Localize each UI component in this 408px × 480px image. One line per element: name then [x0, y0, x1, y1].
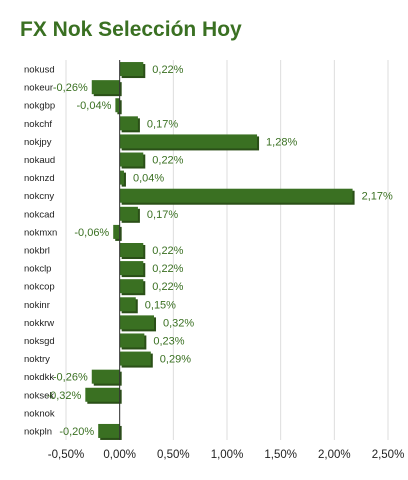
bar — [91, 369, 120, 384]
data-label: 0,17% — [147, 118, 178, 130]
data-label: -0,32% — [46, 390, 81, 402]
bar — [119, 116, 138, 131]
category-label: noknok — [24, 408, 55, 419]
data-label: 0,17% — [147, 209, 178, 221]
x-tick-label: 0,50% — [157, 449, 190, 461]
x-tick-label: 2,50% — [372, 449, 405, 461]
data-label: 0,15% — [145, 299, 176, 311]
bar — [91, 80, 120, 95]
category-label: nokclp — [24, 264, 51, 275]
data-label: 0,22% — [152, 263, 183, 275]
category-label: noksgd — [24, 336, 55, 347]
bar — [98, 423, 120, 438]
x-tick-label: -0,50% — [48, 449, 84, 461]
bar — [119, 261, 144, 276]
x-tick-label: 2,00% — [318, 449, 351, 461]
category-label: noksek — [24, 390, 54, 401]
data-label: -0,20% — [59, 426, 94, 438]
bar — [119, 152, 144, 167]
bar — [119, 333, 145, 348]
category-label: noktry — [24, 354, 50, 365]
category-label: nokusd — [24, 65, 55, 76]
category-label: nokkrw — [24, 318, 54, 329]
data-label: 0,29% — [160, 354, 191, 366]
data-label: -0,04% — [77, 100, 112, 112]
category-label: nokcad — [24, 209, 55, 220]
data-label: -0,26% — [53, 82, 88, 94]
x-tick-label: 1,50% — [264, 449, 297, 461]
category-label: nokmxn — [24, 227, 57, 238]
data-label: 0,22% — [152, 155, 183, 167]
bar — [119, 351, 151, 366]
data-label: -0,26% — [53, 372, 88, 384]
category-label: nokeur — [24, 83, 53, 94]
category-label: nokaud — [24, 155, 55, 166]
category-label: nokbrl — [24, 246, 50, 257]
data-label: 0,23% — [153, 335, 184, 347]
bar — [119, 134, 258, 149]
category-label: nokchf — [24, 119, 52, 130]
bar — [119, 170, 124, 185]
category-label: noknzd — [24, 173, 55, 184]
category-label: nokpln — [24, 426, 52, 437]
data-label: 0,32% — [163, 317, 194, 329]
category-label: nokcop — [24, 282, 55, 293]
category-label: nokinr — [24, 300, 50, 311]
bar — [119, 315, 155, 330]
bar — [119, 243, 144, 257]
category-label: nokdkk — [24, 372, 54, 383]
data-label: 0,22% — [152, 64, 183, 76]
data-label: 1,28% — [266, 136, 297, 148]
data-label: -0,06% — [74, 227, 109, 239]
bar — [119, 206, 138, 221]
bar — [113, 224, 120, 239]
data-label: 0,22% — [152, 281, 183, 293]
data-label: 0,04% — [133, 173, 164, 185]
bar — [119, 188, 353, 203]
data-label: 0,22% — [152, 245, 183, 257]
bar — [119, 279, 144, 294]
x-tick-label: 1,00% — [211, 449, 244, 461]
category-label: nokjpy — [24, 137, 52, 148]
category-label: nokcny — [24, 191, 54, 202]
x-tick-label: 0,00% — [103, 449, 136, 461]
bar — [119, 297, 136, 312]
data-label: 2,17% — [362, 191, 393, 203]
category-label: nokgbp — [24, 101, 55, 112]
chart-title: FX Nok Selección Hoy — [20, 18, 242, 41]
bar — [119, 62, 144, 77]
bar — [115, 98, 120, 113]
bar — [85, 387, 120, 402]
